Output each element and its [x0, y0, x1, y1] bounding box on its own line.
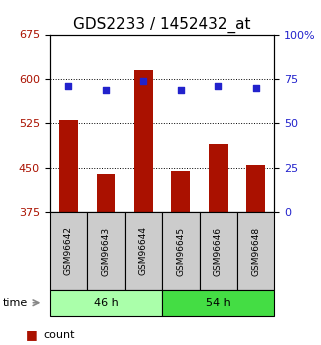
Bar — [97, 174, 115, 212]
Point — [141, 78, 146, 83]
Text: ■: ■ — [26, 328, 38, 341]
Bar — [171, 171, 190, 212]
Text: 46 h: 46 h — [93, 298, 118, 308]
Point — [216, 83, 221, 89]
Text: count: count — [43, 330, 75, 339]
Bar — [134, 70, 153, 212]
Text: GSM96648: GSM96648 — [251, 226, 260, 276]
Bar — [247, 165, 265, 212]
Bar — [209, 144, 228, 212]
Text: GSM96646: GSM96646 — [214, 226, 223, 276]
Point — [103, 87, 108, 92]
Text: GSM96645: GSM96645 — [176, 226, 185, 276]
Text: GSM96642: GSM96642 — [64, 226, 73, 276]
Text: time: time — [3, 298, 29, 308]
Bar — [59, 120, 78, 212]
Title: GDS2233 / 1452432_at: GDS2233 / 1452432_at — [74, 17, 251, 33]
Text: 54 h: 54 h — [206, 298, 231, 308]
Text: GSM96644: GSM96644 — [139, 226, 148, 276]
Text: GSM96643: GSM96643 — [101, 226, 110, 276]
Point — [178, 87, 183, 92]
Point — [253, 85, 258, 91]
Point — [66, 83, 71, 89]
